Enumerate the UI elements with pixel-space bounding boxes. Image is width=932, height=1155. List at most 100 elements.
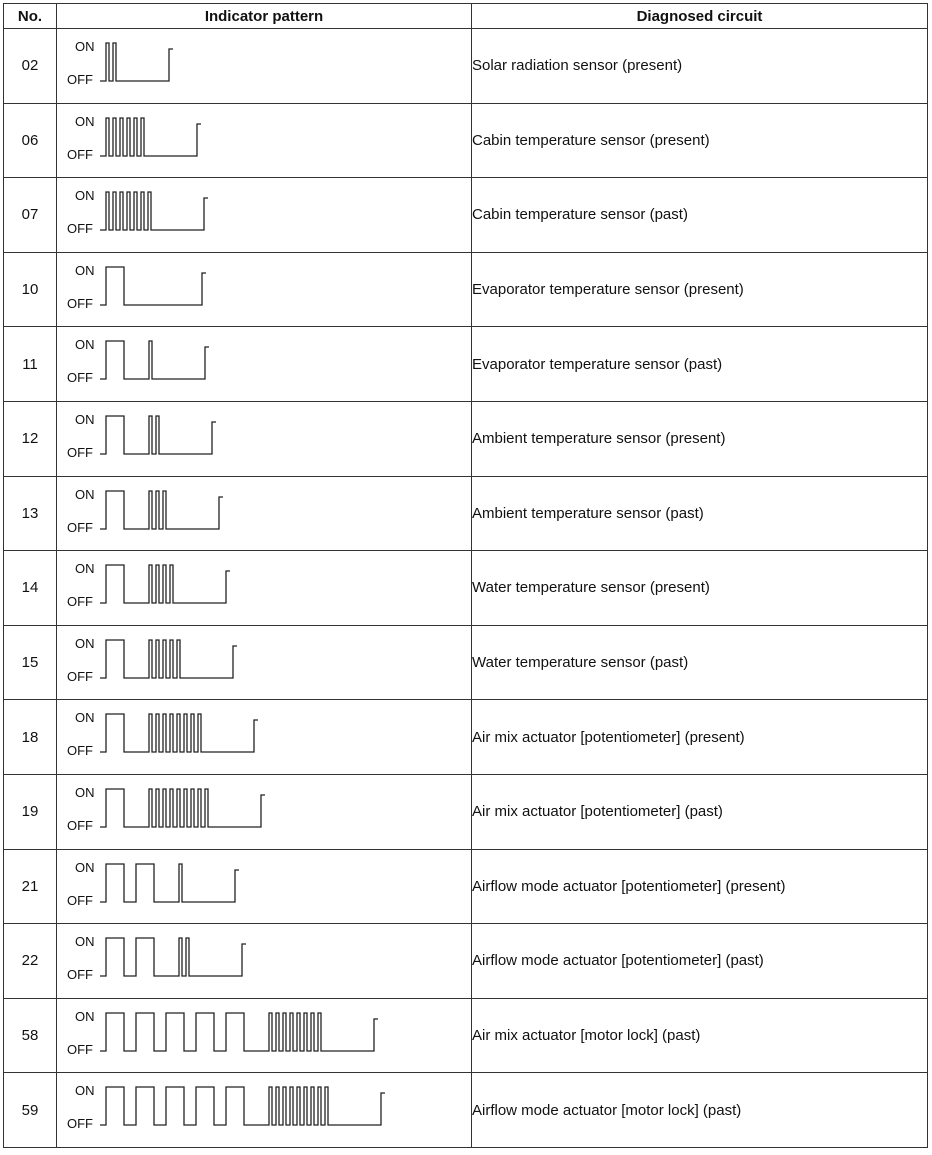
diagnosed-circuit: Airflow mode actuator [potentiometer] (p… — [471, 923, 928, 999]
code-number: 15 — [3, 624, 57, 701]
indicator-waveform: ON OFF — [67, 636, 237, 684]
on-label: ON — [75, 487, 95, 502]
table-row: 21 ON OFF Airflow mode actuator [potentiome… — [3, 848, 928, 925]
pulse-waveform — [100, 191, 208, 231]
on-label: ON — [75, 636, 95, 651]
table-row: 13 ON OFF Ambient temperature sensor (past) — [3, 475, 928, 552]
table-row: 10 ON OFF Evaporator temperature sensor (pr… — [3, 251, 928, 328]
diagnosed-circuit: Solar radiation sensor (present) — [471, 28, 928, 104]
indicator-waveform: ON OFF — [67, 561, 230, 609]
indicator-pattern-cell: ON OFF — [56, 102, 472, 179]
header-indicator-pattern: Indicator pattern — [56, 3, 472, 29]
off-label: OFF — [67, 1042, 93, 1057]
indicator-pattern-cell: ON OFF — [56, 1072, 472, 1148]
on-label: ON — [75, 188, 95, 203]
diagnosed-circuit: Evaporator temperature sensor (present) — [471, 251, 928, 328]
table-row: 11 ON OFF Evaporator temperature sensor (pa… — [3, 326, 928, 402]
code-number: 22 — [3, 923, 57, 999]
table-row: 02 ON OFF Solar radiation sensor (present) — [3, 28, 928, 104]
table-row: 58 ON OFF Air mix actuator [motor lock] (pa… — [3, 997, 928, 1074]
indicator-pattern-cell: ON OFF — [56, 997, 472, 1074]
off-label: OFF — [67, 72, 93, 87]
code-number: 58 — [3, 997, 57, 1074]
indicator-pattern-cell: ON OFF — [56, 28, 472, 104]
pulse-waveform — [100, 340, 209, 381]
pulse-waveform — [100, 489, 223, 530]
pulse-waveform — [100, 116, 201, 157]
code-number: 18 — [3, 699, 57, 775]
diagnosed-circuit: Airflow mode actuator [motor lock] (past… — [471, 1072, 928, 1148]
indicator-waveform: ON OFF — [67, 263, 206, 311]
indicator-pattern-cell: ON OFF — [56, 699, 472, 775]
header-no: No. — [3, 3, 57, 29]
off-label: OFF — [67, 818, 93, 833]
on-label: ON — [75, 39, 95, 54]
indicator-waveform: ON OFF — [67, 412, 216, 460]
indicator-pattern-cell: ON OFF — [56, 475, 472, 552]
on-label: ON — [75, 1083, 95, 1098]
pulse-waveform — [100, 788, 265, 828]
pulse-waveform — [100, 862, 239, 903]
table-row: 59 ON OFF Airflow mode actuator [motor lock… — [3, 1072, 928, 1148]
on-label: ON — [75, 412, 95, 427]
table-row: 18 ON OFF Air mix actuator [potentiometer] … — [3, 699, 928, 775]
indicator-waveform: ON OFF — [67, 934, 246, 982]
off-label: OFF — [67, 370, 93, 385]
diagnosed-circuit: Cabin temperature sensor (present) — [471, 102, 928, 179]
diagnosed-circuit: Water temperature sensor (past) — [471, 624, 928, 701]
on-label: ON — [75, 337, 95, 352]
indicator-pattern-cell: ON OFF — [56, 326, 472, 402]
indicator-waveform: ON OFF — [67, 710, 258, 758]
table-body: 02 ON OFF Solar radiation sensor (present) 0… — [3, 28, 928, 1148]
pulse-waveform — [100, 937, 246, 977]
off-label: OFF — [67, 147, 93, 162]
diagnosed-circuit: Ambient temperature sensor (past) — [471, 475, 928, 552]
on-label: ON — [75, 934, 95, 949]
pulse-waveform — [100, 266, 206, 306]
pulse-waveform — [100, 42, 173, 82]
off-label: OFF — [67, 221, 93, 236]
code-number: 07 — [3, 177, 57, 253]
on-label: ON — [75, 561, 95, 576]
indicator-pattern-cell: ON OFF — [56, 400, 472, 477]
indicator-pattern-cell: ON OFF — [56, 624, 472, 701]
indicator-waveform: ON OFF — [67, 188, 208, 236]
header-row: No. Indicator pattern Diagnosed circuit — [3, 3, 928, 29]
off-label: OFF — [67, 893, 93, 908]
off-label: OFF — [67, 296, 93, 311]
off-label: OFF — [67, 520, 93, 535]
off-label: OFF — [67, 445, 93, 460]
table-row: 06 ON OFF Cabin temperature sensor (present… — [3, 102, 928, 179]
pulse-waveform — [100, 1012, 378, 1052]
indicator-pattern-cell: ON OFF — [56, 923, 472, 999]
pulse-waveform — [100, 713, 258, 753]
pulse-waveform — [100, 639, 237, 679]
indicator-waveform: ON OFF — [67, 1083, 385, 1131]
code-number: 21 — [3, 848, 57, 925]
pulse-waveform — [100, 564, 230, 604]
on-label: ON — [75, 785, 95, 800]
off-label: OFF — [67, 594, 93, 609]
indicator-waveform: ON OFF — [67, 39, 173, 87]
off-label: OFF — [67, 669, 93, 684]
indicator-waveform: ON OFF — [67, 785, 265, 833]
code-number: 02 — [3, 28, 57, 104]
off-label: OFF — [67, 967, 93, 982]
indicator-pattern-cell: ON OFF — [56, 773, 472, 850]
diagnosed-circuit: Evaporator temperature sensor (past) — [471, 326, 928, 402]
code-number: 59 — [3, 1072, 57, 1148]
diagnosed-circuit: Water temperature sensor (present) — [471, 550, 928, 626]
indicator-waveform: ON OFF — [67, 860, 239, 908]
table-row: 12 ON OFF Ambient temperature sensor (prese… — [3, 400, 928, 477]
on-label: ON — [75, 860, 95, 875]
diagnostic-code-table: No. Indicator pattern Diagnosed circuit … — [3, 3, 928, 1148]
table-row: 14 ON OFF Water temperature sensor (present… — [3, 550, 928, 626]
code-number: 06 — [3, 102, 57, 179]
on-label: ON — [75, 263, 95, 278]
code-number: 19 — [3, 773, 57, 850]
on-label: ON — [75, 114, 95, 129]
diagnosed-circuit: Air mix actuator [potentiometer] (presen… — [471, 699, 928, 775]
diagnosed-circuit: Cabin temperature sensor (past) — [471, 177, 928, 253]
table-row: 19 ON OFF Air mix actuator [potentiometer] … — [3, 773, 928, 850]
pulse-waveform — [100, 415, 216, 455]
